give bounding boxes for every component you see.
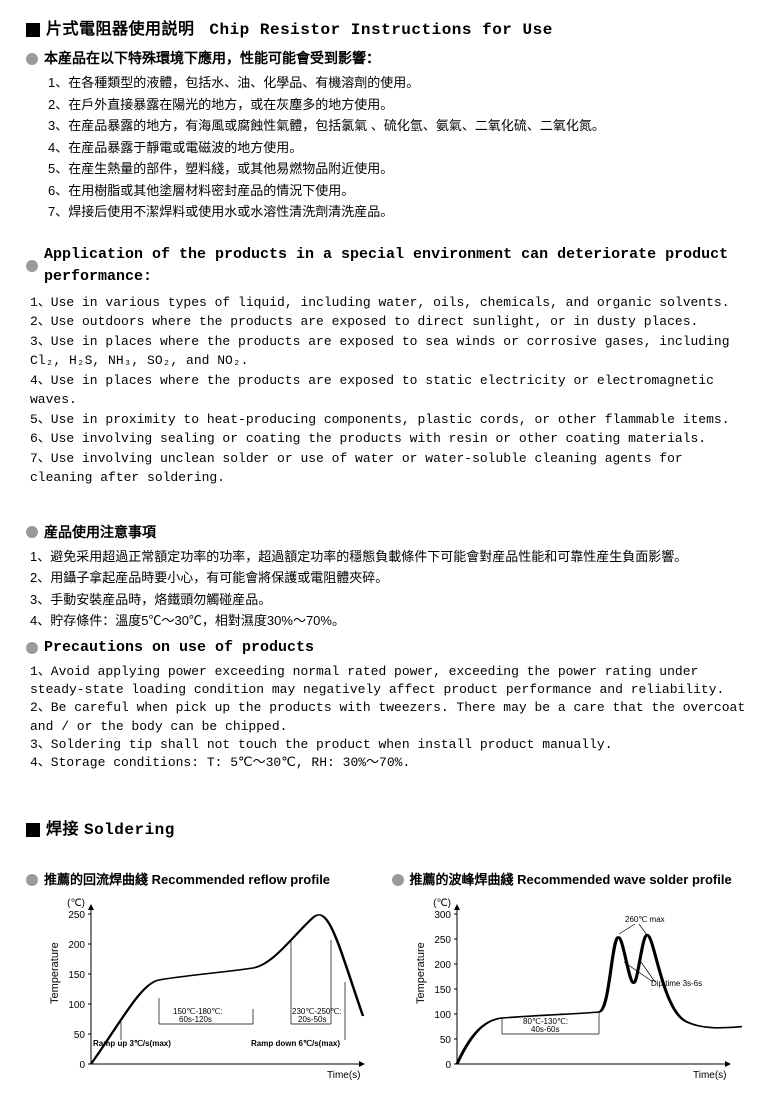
circle-bullet-icon xyxy=(26,260,38,272)
section1-sub-cn: 本産品在以下特殊環境下應用，性能可能會受到影響： xyxy=(44,48,380,69)
list-item: 6、Use involving sealing or coating the p… xyxy=(30,429,749,449)
svg-text:260℃ max: 260℃ max xyxy=(625,915,665,924)
reflow-chart-col: 推薦的回流焊曲綫 Recommended reflow profile (℃) … xyxy=(26,870,384,1084)
section1-title-en: Chip Resistor Instructions for Use xyxy=(209,21,552,39)
square-bullet-icon xyxy=(26,23,40,37)
svg-text:Ramp up 3℃/s(max): Ramp up 3℃/s(max) xyxy=(93,1039,171,1048)
svg-text:100: 100 xyxy=(434,1010,451,1021)
list-item: 2、在戶外直接暴露在陽光的地方，或在灰塵多的地方使用。 xyxy=(48,95,749,115)
circle-bullet-icon xyxy=(26,53,38,65)
section1-cn-list: 1、在各種類型的液體，包括水、油、化學品、有機溶劑的使用。 2、在戶外直接暴露在… xyxy=(26,73,749,222)
svg-text:150: 150 xyxy=(68,970,85,981)
svg-text:20s-50s: 20s-50s xyxy=(298,1015,326,1024)
list-item: 3、在産品暴露的地方，有海風或腐蝕性氣體，包括氯氣 、硫化氫、氨氣、二氧化硫、二… xyxy=(48,116,749,136)
svg-text:150: 150 xyxy=(434,985,451,996)
list-item: 7、Use involving unclean solder or use of… xyxy=(30,449,749,488)
reflow-chart: (℃) 250 200 150 100 50 0 xyxy=(26,894,384,1084)
svg-text:(℃): (℃) xyxy=(433,898,451,909)
list-item: 4、Use in places where the products are e… xyxy=(30,371,749,410)
list-item: 1、避免采用超過正常額定功率的功率，超過額定功率的穩態負載條件下可能會對産品性能… xyxy=(30,547,749,567)
section1-sub-en: Application of the products in a special… xyxy=(44,244,749,289)
section2-sub-en: Precautions on use of products xyxy=(44,637,314,660)
circle-bullet-icon xyxy=(26,526,38,538)
wave-chart-header: 推薦的波峰焊曲綫 Recommended wave solder profile xyxy=(392,870,750,890)
section2-cn-list: 1、避免采用超過正常額定功率的功率，超過額定功率的穩態負載條件下可能會對産品性能… xyxy=(26,547,749,631)
square-bullet-icon xyxy=(26,823,40,837)
svg-text:Dip time 3s-6s: Dip time 3s-6s xyxy=(651,979,702,988)
svg-text:0: 0 xyxy=(445,1060,451,1071)
section1-title: 片式電阻器使用説明 Chip Resistor Instructions for… xyxy=(46,18,553,42)
section1-sub-cn-header: 本産品在以下特殊環境下應用，性能可能會受到影響： xyxy=(26,48,749,69)
svg-text:60s-120s: 60s-120s xyxy=(179,1015,212,1024)
list-item: 3、手動安裝産品時，烙鐵頭勿觸碰産品。 xyxy=(30,590,749,610)
list-item: 3、Soldering tip shall not touch the prod… xyxy=(30,736,749,754)
svg-text:300: 300 xyxy=(434,910,451,921)
circle-bullet-icon xyxy=(26,874,38,886)
section1-en-list: 1、Use in various types of liquid, includ… xyxy=(26,293,749,488)
svg-text:40s-60s: 40s-60s xyxy=(531,1025,559,1034)
svg-text:Time(s): Time(s) xyxy=(693,1070,727,1081)
circle-bullet-icon xyxy=(26,642,38,654)
circle-bullet-icon xyxy=(392,874,404,886)
section2-en-list: 1、Avoid applying power exceeding normal … xyxy=(26,663,749,772)
list-item: 2、Use outdoors where the products are ex… xyxy=(30,312,749,332)
charts-row: 推薦的回流焊曲綫 Recommended reflow profile (℃) … xyxy=(26,870,749,1084)
list-item: 1、Use in various types of liquid, includ… xyxy=(30,293,749,313)
svg-text:250: 250 xyxy=(68,910,85,921)
svg-text:Time(s): Time(s) xyxy=(327,1070,361,1081)
svg-text:Temperature: Temperature xyxy=(49,942,61,1004)
list-item: 2、用鑷子拿起産品時要小心，有可能會將保護或電阻體夾碎。 xyxy=(30,568,749,588)
wave-chart-title: 推薦的波峰焊曲綫 Recommended wave solder profile xyxy=(410,870,732,890)
section2-sub-cn: 産品使用注意事項 xyxy=(44,522,156,543)
svg-text:100: 100 xyxy=(68,1000,85,1011)
list-item: 6、在用樹脂或其他塗層材料密封産品的情況下使用。 xyxy=(48,181,749,201)
svg-text:250: 250 xyxy=(434,935,451,946)
svg-text:Ramp down 6℃/s(max): Ramp down 6℃/s(max) xyxy=(251,1039,340,1048)
svg-text:50: 50 xyxy=(439,1035,451,1046)
svg-text:0: 0 xyxy=(79,1060,85,1071)
list-item: 7、焊接后使用不潔焊料或使用水或水溶性清洗劑清洗産品。 xyxy=(48,202,749,222)
section3-title-en: Soldering xyxy=(84,821,175,839)
svg-text:Temperature: Temperature xyxy=(415,942,427,1004)
svg-text:200: 200 xyxy=(68,940,85,951)
wave-chart: (℃) 300 250 200 150 100 50 0 xyxy=(392,894,750,1084)
section1-header: 片式電阻器使用説明 Chip Resistor Instructions for… xyxy=(26,18,749,42)
section2-sub-en-header: Precautions on use of products xyxy=(26,637,749,660)
svg-text:200: 200 xyxy=(434,960,451,971)
svg-text:(℃): (℃) xyxy=(67,898,85,909)
list-item: 4、Storage conditions: T: 5℃～30℃, RH: 30%… xyxy=(30,754,749,772)
section2-sub-cn-header: 産品使用注意事項 xyxy=(26,522,749,543)
section3-title-cn: 焊接 xyxy=(46,821,79,838)
svg-text:50: 50 xyxy=(74,1030,86,1041)
section3-title: 焊接 Soldering xyxy=(46,818,175,842)
list-item: 1、在各種類型的液體，包括水、油、化學品、有機溶劑的使用。 xyxy=(48,73,749,93)
section3-header: 焊接 Soldering xyxy=(26,818,749,842)
list-item: 4、在産品暴露于靜電或電磁波的地方使用。 xyxy=(48,138,749,158)
reflow-chart-header: 推薦的回流焊曲綫 Recommended reflow profile xyxy=(26,870,384,890)
wave-chart-col: 推薦的波峰焊曲綫 Recommended wave solder profile… xyxy=(392,870,750,1084)
list-item: 5、在産生熱量的部件，塑料綫，或其他易燃物品附近使用。 xyxy=(48,159,749,179)
list-item: 2、Be careful when pick up the products w… xyxy=(30,699,749,735)
list-item: 5、Use in proximity to heat-producing com… xyxy=(30,410,749,430)
section1-title-cn: 片式電阻器使用説明 xyxy=(46,21,195,38)
list-item: 3、Use in places where the products are e… xyxy=(30,332,749,371)
section1-sub-en-header: Application of the products in a special… xyxy=(26,244,749,289)
reflow-chart-title: 推薦的回流焊曲綫 Recommended reflow profile xyxy=(44,870,330,890)
list-item: 4、貯存條件：溫度5℃～30℃，相對濕度30%～70%。 xyxy=(30,611,749,631)
list-item: 1、Avoid applying power exceeding normal … xyxy=(30,663,749,699)
